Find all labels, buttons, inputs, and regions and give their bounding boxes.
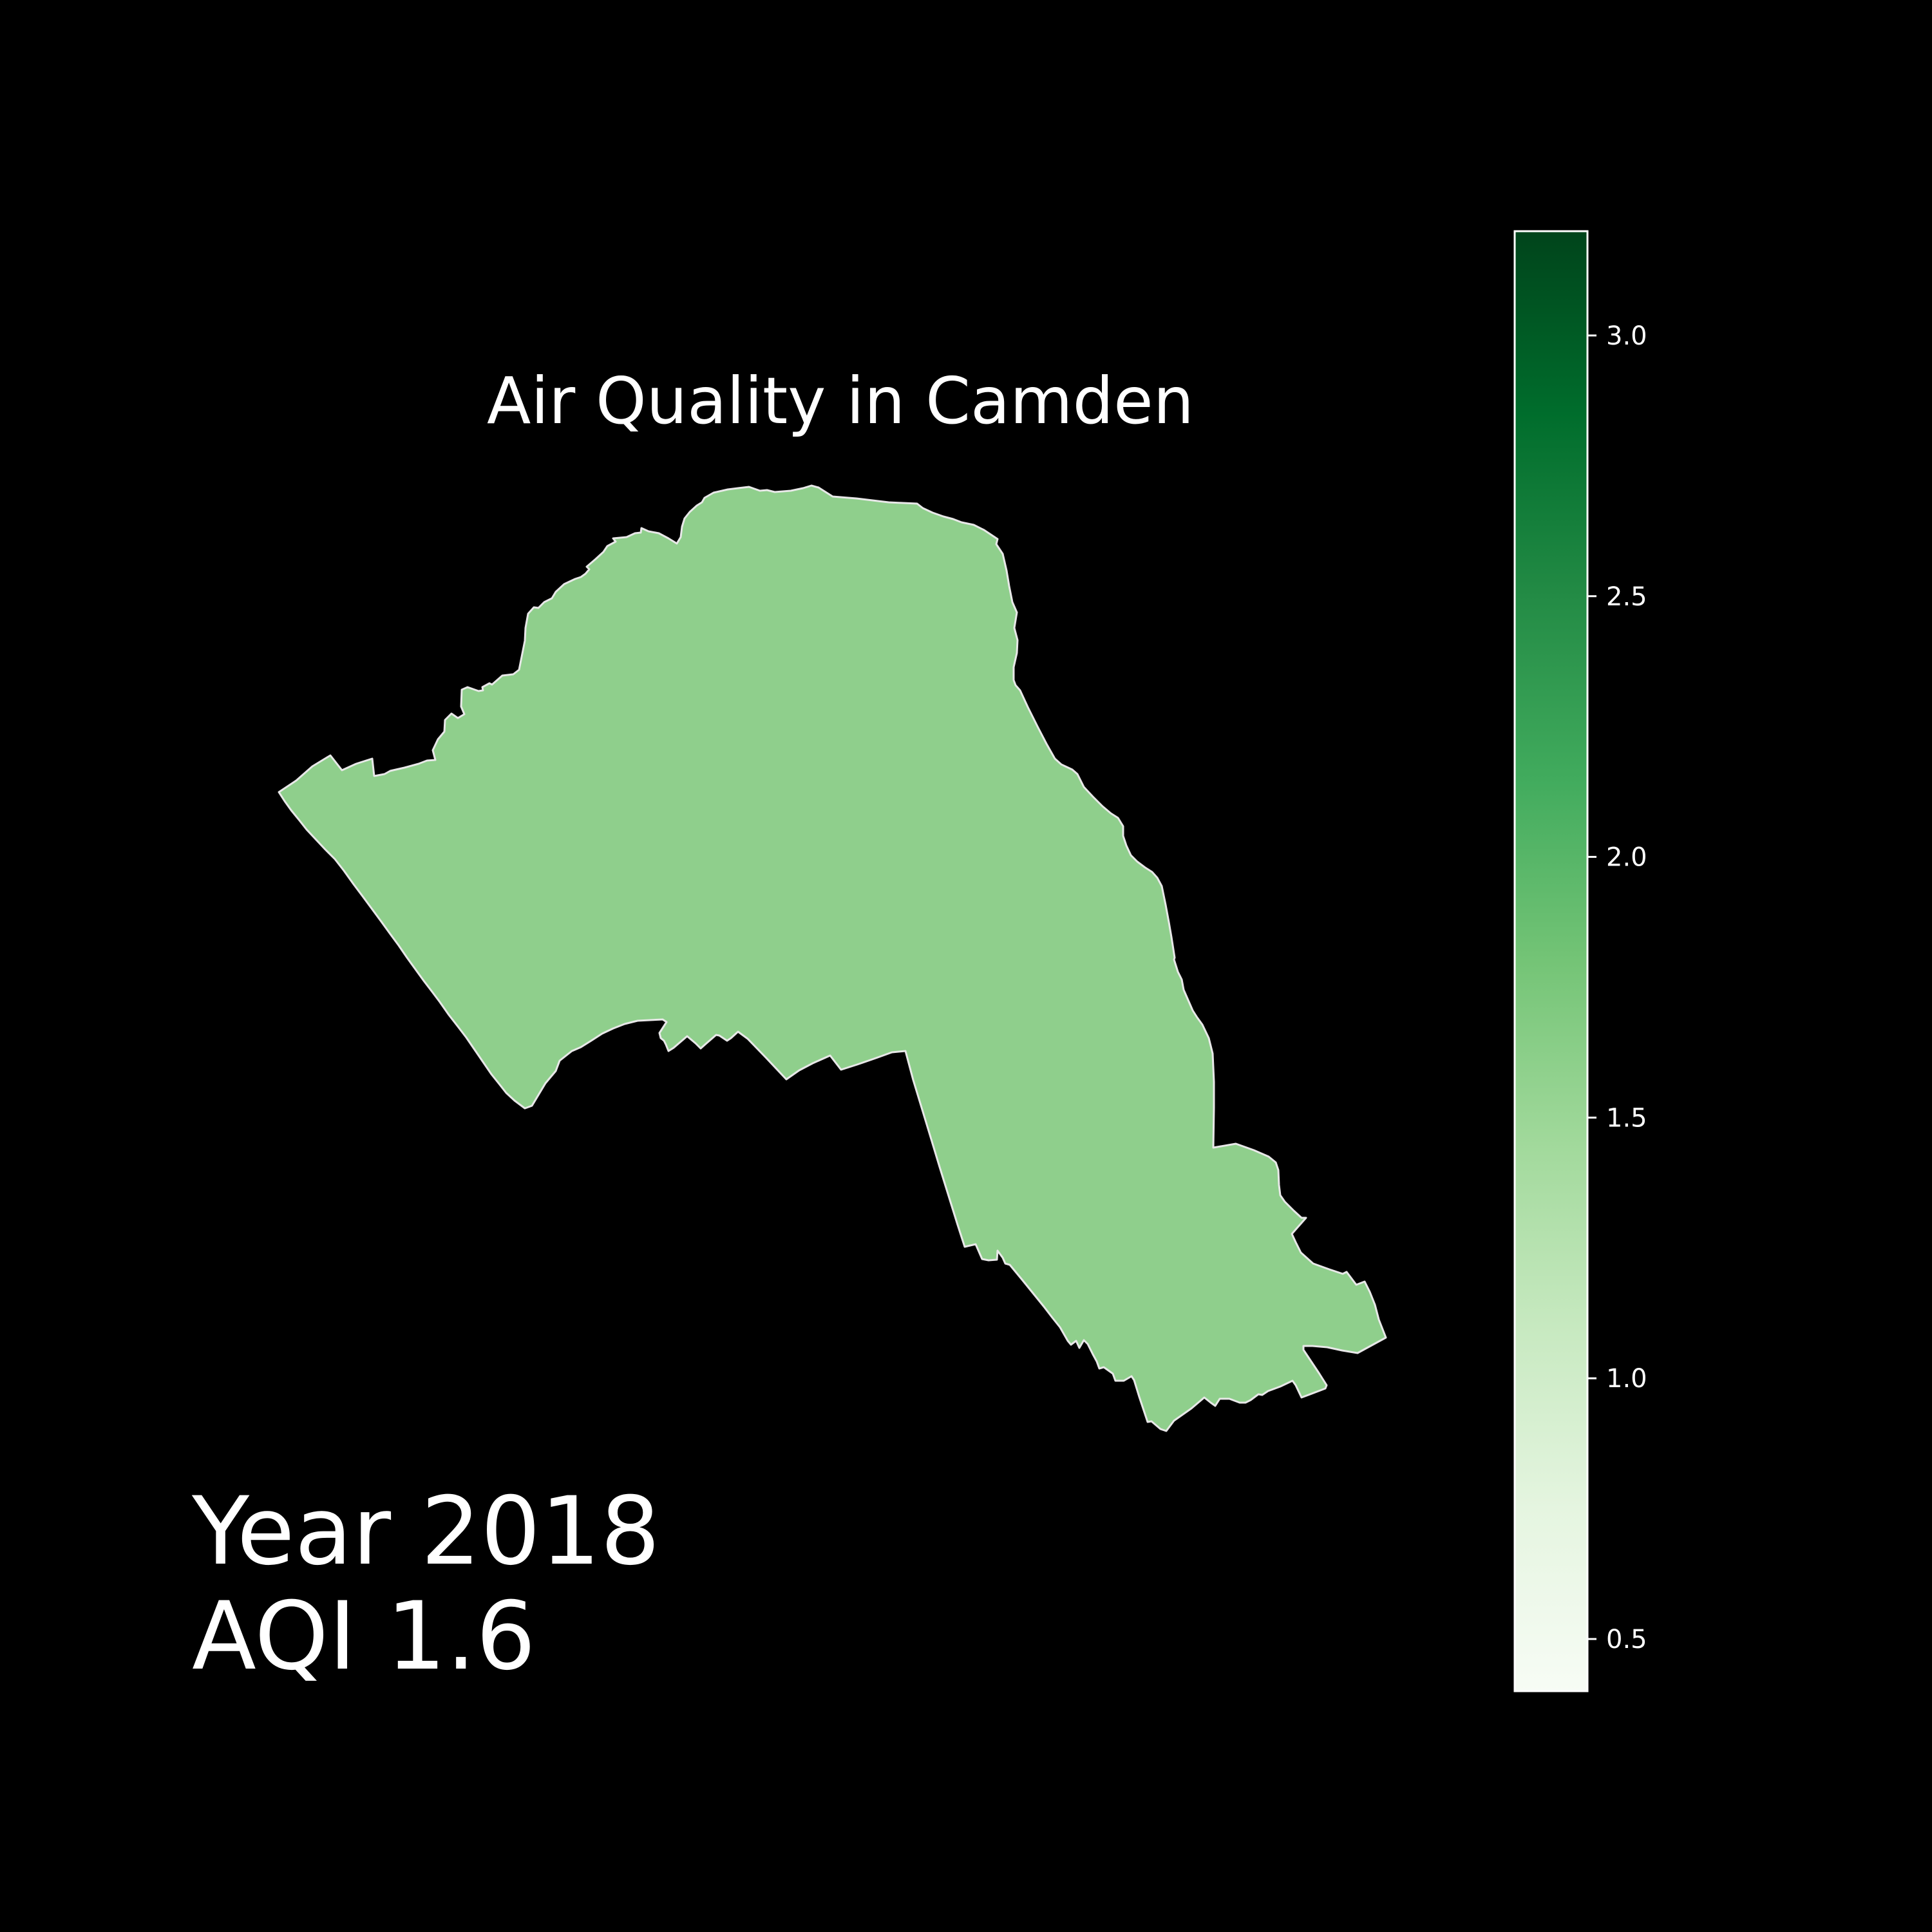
camden-region: [278, 484, 1387, 1432]
colorbar-tick-label: 2.5: [1606, 582, 1647, 612]
year-label: Year 2018: [191, 1477, 660, 1586]
colorbar-frame: [1513, 230, 1589, 1692]
colorbar-tick-label: 2.0: [1606, 843, 1647, 873]
colorbar-tick-label: 3.0: [1606, 321, 1647, 351]
colorbar-gradient: [1515, 231, 1587, 1691]
colorbar-tick-label: 0.5: [1606, 1625, 1647, 1654]
colorbar: 0.5 1.0 1.5 2.0 2.5 3.0: [1513, 230, 1647, 1692]
colorbar-tick-label: 1.0: [1606, 1364, 1647, 1394]
colorbar-ticks: 0.5 1.0 1.5 2.0 2.5 3.0: [1587, 321, 1647, 1654]
aqi-label: AQI 1.6: [192, 1582, 536, 1691]
colorbar-tick-label: 1.5: [1606, 1103, 1647, 1133]
map-title: Air Quality in Camden: [487, 363, 1194, 439]
